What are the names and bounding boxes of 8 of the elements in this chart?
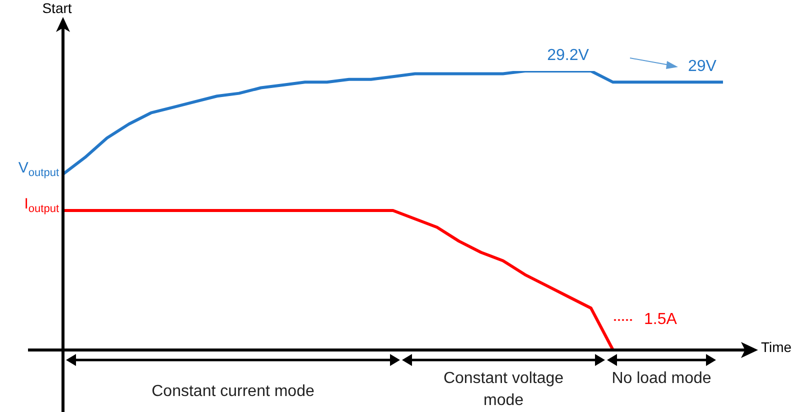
x-axis-title: Time (761, 338, 792, 355)
text: Constant voltage mode (442, 369, 565, 411)
annotation: 1.5A (644, 311, 677, 329)
annotation: 29V (688, 58, 716, 76)
text: Constant current mode (150, 382, 316, 402)
text: No load mode (610, 369, 712, 389)
text: 29.2V (546, 47, 590, 65)
y-axis-title: Start (42, 0, 72, 16)
